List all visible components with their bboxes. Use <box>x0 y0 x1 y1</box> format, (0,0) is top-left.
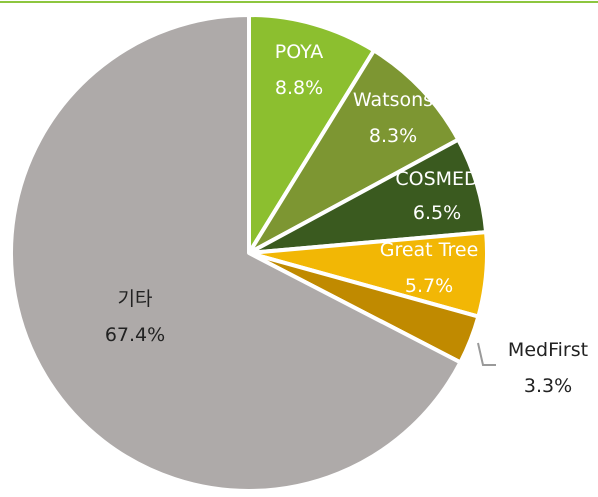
pie-slice-기타 <box>9 13 463 493</box>
slice-value-cosmed: 6.5% <box>413 202 461 224</box>
slice-value-기타: 67.4% <box>105 324 165 346</box>
slice-value-poya: 8.8% <box>275 77 323 99</box>
top-rule <box>0 1 598 3</box>
slice-value-medfirst: 3.3% <box>524 375 572 397</box>
slice-value-great-tree: 5.7% <box>405 275 453 297</box>
pie-slice-poya <box>247 13 376 255</box>
slice-label-cosmed: COSMED <box>395 168 478 190</box>
slice-label-watsons: Watsons <box>353 89 433 111</box>
leader-lines <box>477 342 496 366</box>
slice-label-great-tree: Great Tree <box>380 239 479 261</box>
leader-line-medfirst <box>477 342 496 366</box>
pie-slices <box>9 13 489 493</box>
pie-slice-watsons <box>247 48 461 255</box>
slice-label-medfirst: MedFirst <box>508 339 588 361</box>
slice-labels: POYA 8.8% Watsons 8.3% COSMED 6.5% Great Tree 5… <box>105 41 588 397</box>
slice-label-poya: POYA <box>275 41 324 63</box>
slice-label-기타: 기타 <box>118 288 153 310</box>
slice-value-watsons: 8.3% <box>369 125 417 147</box>
